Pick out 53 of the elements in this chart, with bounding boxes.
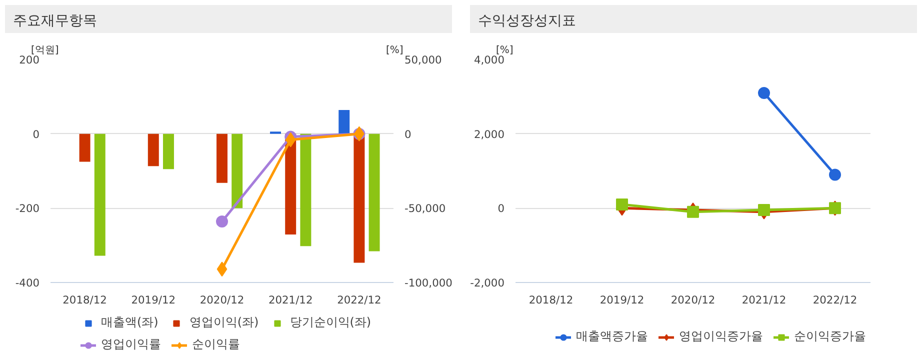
x-tick-label: 2021/12: [268, 294, 313, 306]
legend-label: 영업이익률: [101, 336, 161, 353]
y-tick-label: -2,000: [470, 276, 505, 290]
x-tick-label: 2022/12: [337, 294, 382, 306]
legend-label: 순이익증가율: [794, 328, 866, 345]
y2-axis-title: [%]: [386, 44, 404, 58]
x-tick-label: 2021/12: [742, 294, 786, 306]
bar: [338, 110, 350, 134]
legend-label: 매출액(좌): [101, 314, 158, 331]
y-tick-label: 0: [32, 128, 40, 141]
x-tick-label: 2020/12: [670, 294, 716, 306]
y-axis-title: [%]: [496, 44, 514, 56]
point: [758, 86, 770, 99]
y-tick-label: 200: [19, 54, 40, 66]
point: [285, 132, 296, 148]
bar: [368, 134, 380, 252]
point: [758, 204, 770, 216]
bar: [354, 134, 365, 263]
y-tick-label: 0: [498, 202, 505, 216]
bar: [148, 134, 159, 166]
y2-tick-label: 0: [404, 128, 412, 141]
legend-label: 매출액증가율: [576, 328, 648, 345]
y-tick-label: 2,000: [474, 128, 505, 141]
point: [616, 198, 628, 210]
x-tick-label: 2022/12: [812, 294, 858, 306]
y2-tick-label: -100,000: [404, 276, 453, 290]
chart-title: 수익성장성지표: [478, 12, 576, 31]
bar: [163, 134, 174, 170]
x-tick-label: 2018/12: [62, 294, 107, 306]
point: [829, 168, 841, 181]
point: [216, 216, 228, 228]
bar: [216, 134, 228, 183]
y2-tick-label: -50,000: [404, 202, 446, 216]
chart-title: 주요재무항목: [13, 12, 97, 31]
bar: [79, 134, 90, 162]
x-tick-label: 2019/12: [600, 294, 644, 306]
x-tick-label: 2018/12: [528, 294, 574, 306]
x-tick-label: 2019/12: [131, 294, 176, 306]
point: [216, 262, 228, 277]
y-tick-label: 4,000: [474, 54, 505, 66]
y-axis-title: [억원]: [31, 44, 59, 56]
y-tick-label: -400: [15, 276, 40, 290]
bar: [232, 134, 243, 208]
legend-label: 순이익률: [192, 336, 240, 353]
legend-label: 영업이익증가율: [679, 328, 763, 345]
legend-label: 당기순이익(좌): [290, 314, 372, 331]
y2-tick-label: 50,000: [404, 54, 442, 66]
legend-label: 영업이익(좌): [189, 314, 259, 331]
bar: [94, 134, 106, 256]
point: [687, 206, 699, 218]
bar: [300, 134, 312, 246]
x-tick-label: 2020/12: [200, 294, 244, 306]
y-tick-label: -200: [15, 202, 40, 216]
